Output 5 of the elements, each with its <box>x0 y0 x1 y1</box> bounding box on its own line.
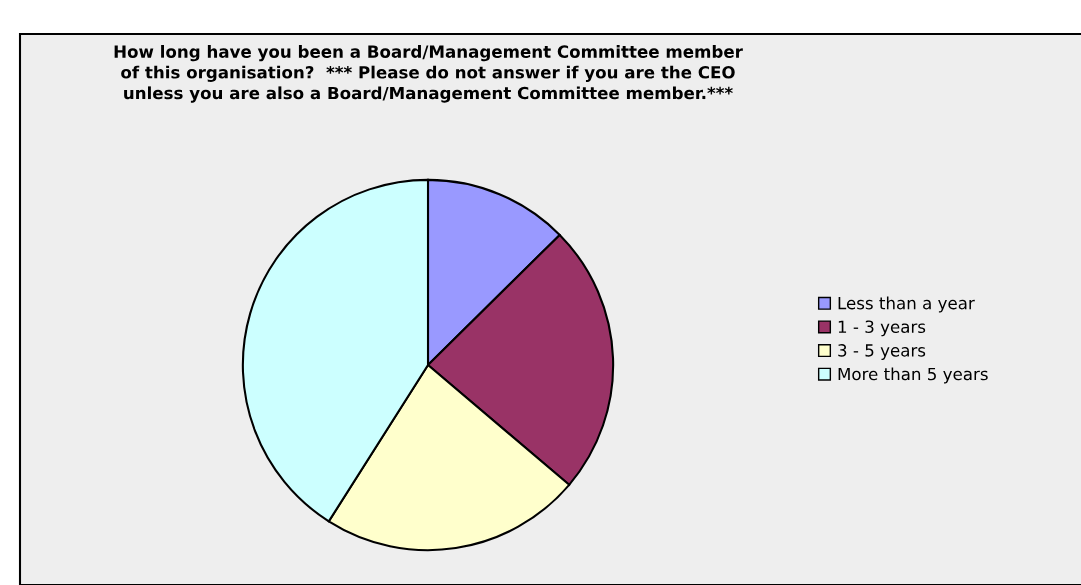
legend-label: More than 5 years <box>838 367 988 384</box>
legend-label: 1 - 3 years <box>838 320 926 337</box>
legend-label: 3 - 5 years <box>838 344 926 360</box>
chart-title: How long have you been a Board/Management Committee member of this organisation? *** Please do not answer if you are the CEO unless you are also a Board/Management Committee member.*** <box>114 45 743 103</box>
legend-label: Less than a year <box>838 296 975 313</box>
